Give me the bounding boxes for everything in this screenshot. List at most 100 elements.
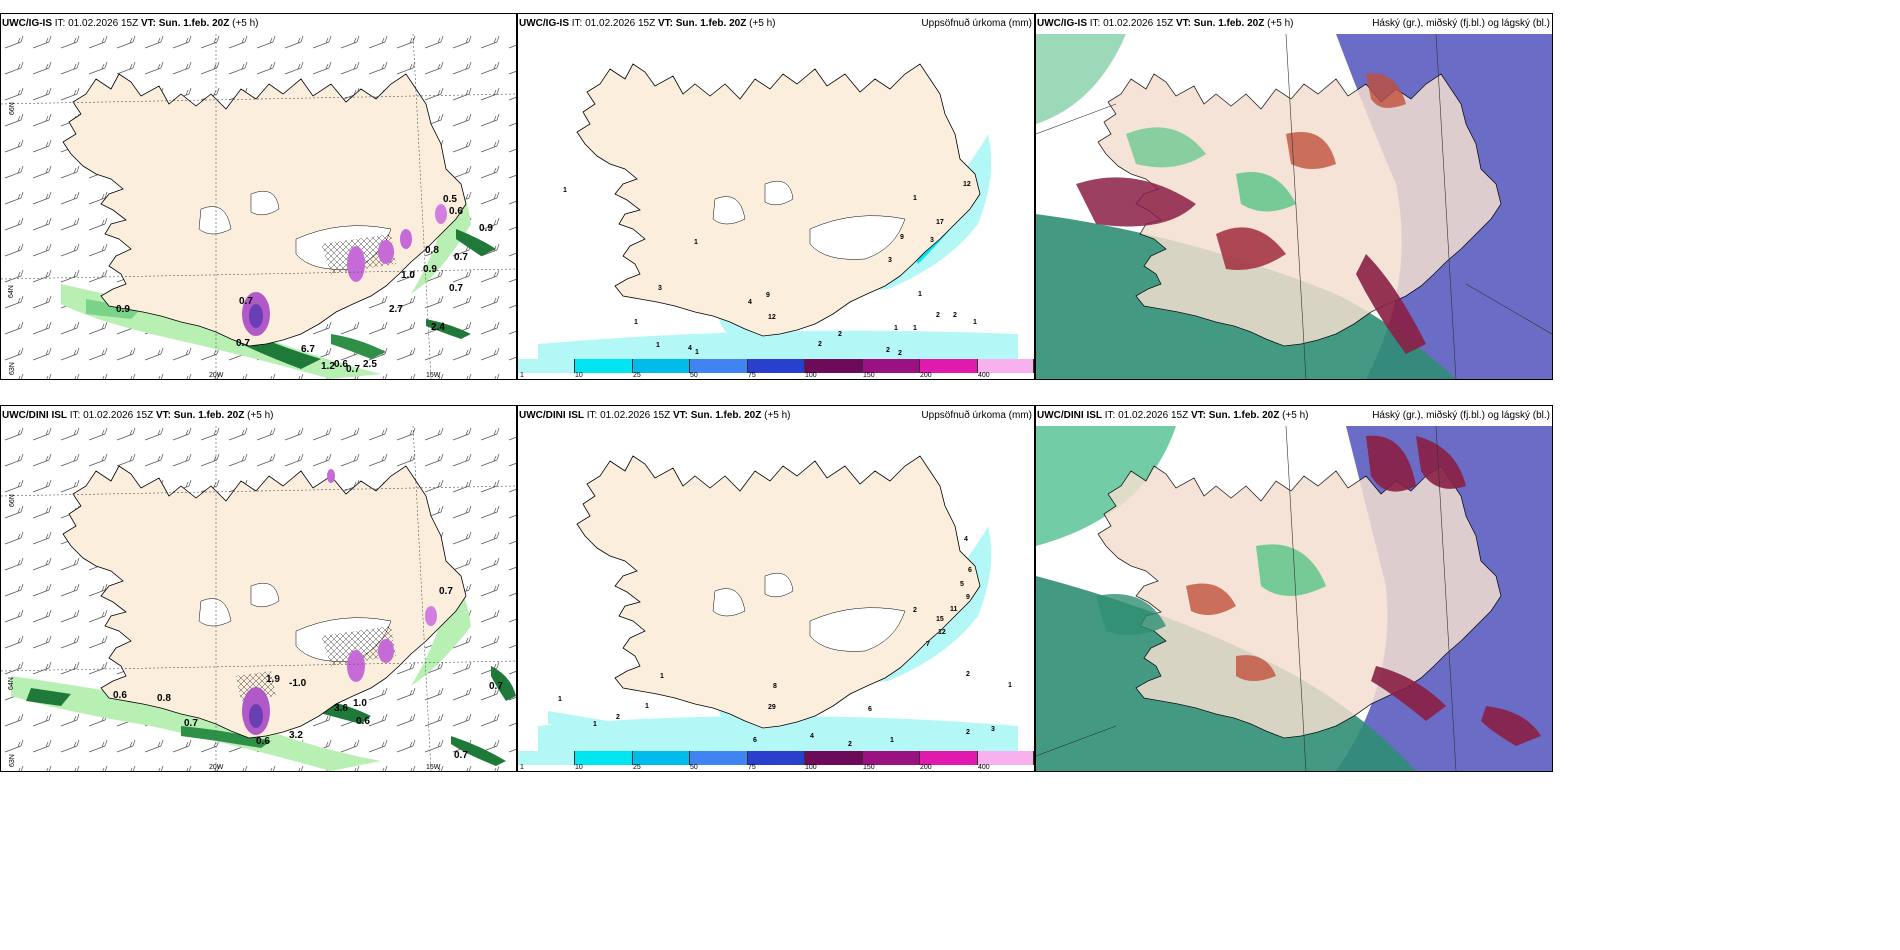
lead-time: (+5 h) xyxy=(764,410,791,421)
colorbar-cell-1 xyxy=(575,751,633,765)
colorbar-cell-0 xyxy=(518,359,575,373)
glaciers xyxy=(198,582,396,701)
panel-precip-bottom: UWC/DINI ISL IT: 01.02.2026 15Z VT: Sun.… xyxy=(517,405,1035,772)
map-value: 1 xyxy=(634,319,638,326)
mid-cloud xyxy=(1076,73,1426,354)
valid-time: VT: Sun. 1.feb. 20Z xyxy=(657,18,747,29)
colorbar-tick: 1 xyxy=(520,764,524,771)
map-value: 3 xyxy=(930,237,934,244)
map-value: 4 xyxy=(688,345,692,352)
wind-value: 1.0 xyxy=(401,270,415,281)
wind-value: 3.2 xyxy=(289,730,303,741)
wind-value: 0.8 xyxy=(425,245,439,256)
map-value: 2 xyxy=(818,341,822,348)
graticule xyxy=(1,426,516,771)
wind-value: 0.6 xyxy=(356,716,370,727)
panel-precip-top: UWC/IG-IS IT: 01.02.2026 15Z VT: Sun. 1.… xyxy=(517,13,1035,380)
wind-value: 0.6 xyxy=(449,206,463,217)
panel-title: Uppsöfnuð úrkoma (mm) xyxy=(921,410,1032,421)
cloud-map xyxy=(1036,34,1552,379)
colorbar-tick: 75 xyxy=(748,764,756,771)
colorbar-cell-5 xyxy=(805,751,863,765)
map-value: 1 xyxy=(593,721,597,728)
colorbar-cell-3 xyxy=(690,751,748,765)
init-time: IT: 01.02.2026 15Z xyxy=(571,18,656,29)
precip-cores xyxy=(242,469,437,735)
wind-value: 0.7 xyxy=(184,718,198,729)
map-value: 2 xyxy=(936,312,940,319)
green-cloud xyxy=(1126,127,1296,212)
map-value: 1 xyxy=(645,703,649,710)
panel-title: Uppsöfnuð úrkoma (mm) xyxy=(921,18,1032,29)
map-value: 9 xyxy=(966,594,970,601)
wind-value: 0.9 xyxy=(479,223,493,234)
map-value: 3 xyxy=(888,257,892,264)
map-value: 1 xyxy=(660,673,664,680)
init-time: IT: 01.02.2026 15Z xyxy=(1089,18,1174,29)
map-value: 2 xyxy=(953,312,957,319)
wind-value: 1.2 xyxy=(321,361,335,372)
colorbar-tick: 25 xyxy=(633,764,641,771)
colorbar-cell-2 xyxy=(633,359,690,373)
colorbar-cell-8 xyxy=(978,359,1034,373)
valid-time: VT: Sun. 1.feb. 20Z xyxy=(1175,18,1265,29)
lat-label-64: 64N xyxy=(8,677,15,690)
wind-value: 0.7 xyxy=(239,296,253,307)
valid-time: VT: Sun. 1.feb. 20Z xyxy=(140,18,230,29)
colorbar-tick: 25 xyxy=(633,372,641,379)
map-value: 4 xyxy=(748,299,752,306)
wind-value: 0.8 xyxy=(157,693,171,704)
colorbar-tick: 400 xyxy=(978,764,990,771)
lat-label-64: 64N xyxy=(8,285,15,298)
colorbar-cell-3 xyxy=(690,359,748,373)
colorbar-tick: 100 xyxy=(805,764,817,771)
map-value: 2 xyxy=(838,331,842,338)
map-value: 1 xyxy=(890,737,894,744)
panel-header: UWC/IG-IS IT: 01.02.2026 15Z VT: Sun. 1.… xyxy=(518,14,1034,34)
wind-value: 2.7 xyxy=(389,304,403,315)
map-value: 7 xyxy=(926,641,930,648)
init-time: IT: 01.02.2026 15Z xyxy=(1104,410,1189,421)
map-value: 8 xyxy=(773,683,777,690)
colorbar-cell-4 xyxy=(748,751,805,765)
lead-time: (+5 h) xyxy=(1282,410,1309,421)
wind-value: 0.9 xyxy=(423,264,437,275)
panel-clouds-bottom: UWC/DINI ISL IT: 01.02.2026 15Z VT: Sun.… xyxy=(1035,405,1553,772)
map-value: 1 xyxy=(894,325,898,332)
panel-wind-top: UWC/IG-IS IT: 01.02.2026 15Z VT: Sun. 1.… xyxy=(0,13,517,380)
panel-header: UWC/DINI ISL IT: 01.02.2026 15Z VT: Sun.… xyxy=(518,406,1034,426)
colorbar-tick: 100 xyxy=(805,372,817,379)
colorbar-tick: 150 xyxy=(863,764,875,771)
colorbar-cell-6 xyxy=(863,751,920,765)
wind-value: 3.6 xyxy=(334,703,348,714)
wind-value: 0.6 xyxy=(334,359,348,370)
graticule xyxy=(1036,34,1552,379)
wind-value: 6.7 xyxy=(301,344,315,355)
valid-time: VT: Sun. 1.feb. 20Z xyxy=(672,410,762,421)
lat-label-63: 63N xyxy=(9,362,16,375)
mid-cloud xyxy=(1186,435,1541,746)
valid-time: VT: Sun. 1.feb. 20Z xyxy=(1190,410,1280,421)
map-value: 1 xyxy=(695,349,699,356)
map-value: 15 xyxy=(936,616,944,623)
panel-wind-bottom: UWC/DINI ISL IT: 01.02.2026 15Z VT: Sun.… xyxy=(0,405,517,772)
init-time: IT: 01.02.2026 15Z xyxy=(586,410,671,421)
model-name: UWC/IG-IS xyxy=(519,18,569,29)
map-value: 12 xyxy=(963,181,971,188)
map-value: 1 xyxy=(563,187,567,194)
map-value: 6 xyxy=(868,706,872,713)
colorbar-cell-6 xyxy=(863,359,920,373)
colorbar-tick: 400 xyxy=(978,372,990,379)
glaciers xyxy=(712,180,906,260)
lon-label-15: 15W xyxy=(426,764,441,771)
map-value: 2 xyxy=(848,741,852,748)
precip-cores xyxy=(242,204,447,336)
colorbar-tick: 150 xyxy=(863,372,875,379)
map-value: 29 xyxy=(768,704,776,711)
map-value: 17 xyxy=(936,219,944,226)
wind-value: -1.0 xyxy=(289,678,307,689)
lead-time: (+5 h) xyxy=(1267,18,1294,29)
wind-values: 0.9 0.7 0.7 6.7 1.2 0.6 0.7 2.5 2.7 2.4 … xyxy=(116,194,493,375)
map-value: 5 xyxy=(960,581,964,588)
precip-values: 1 1 3 1 1 4 9 12 4 2 2 1 2 2 1 1 2 2 17 … xyxy=(563,181,977,357)
